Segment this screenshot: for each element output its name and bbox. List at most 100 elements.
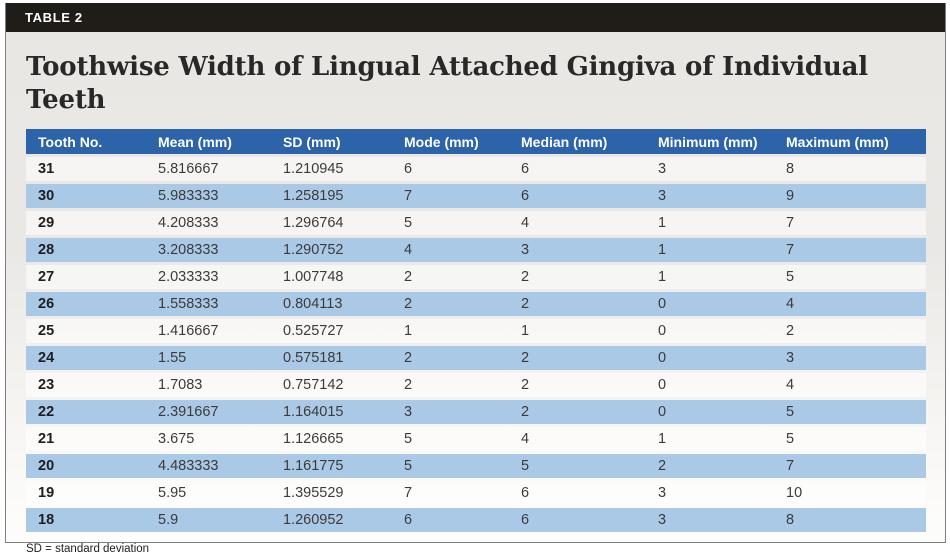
column-header: Mean (mm) bbox=[158, 133, 232, 150]
table-row: 19 5.95 1.395529 7 6 3 10 bbox=[26, 481, 926, 505]
table-cell: 0 bbox=[658, 323, 667, 339]
table-cell: 2 bbox=[786, 323, 795, 339]
table-cell: 0.757142 bbox=[283, 377, 344, 393]
table-cell: 0 bbox=[658, 377, 667, 393]
table-cell: 7 bbox=[786, 458, 795, 474]
table-cell: 3 bbox=[658, 485, 667, 501]
table-cell: 2 bbox=[521, 404, 530, 420]
table-cell: 1.164015 bbox=[283, 404, 344, 420]
tooth-number-cell: 24 bbox=[38, 350, 55, 366]
table-row: 18 5.9 1.260952 6 6 3 8 bbox=[26, 508, 926, 532]
table-row: 31 5.816667 1.210945 6 6 3 8 bbox=[26, 157, 926, 181]
table-content: Toothwise Width of Lingual Attached Ging… bbox=[6, 51, 945, 555]
table-row: 20 4.483333 1.161775 5 5 2 7 bbox=[26, 454, 926, 478]
table-cell: 1.416667 bbox=[158, 323, 219, 339]
table-cell: 5 bbox=[404, 458, 413, 474]
table-cell: 2 bbox=[404, 296, 413, 312]
table-cell: 0.575181 bbox=[283, 350, 344, 366]
table-cell: 5.9 bbox=[158, 512, 179, 528]
column-header: Maximum (mm) bbox=[786, 133, 889, 150]
table-cell: 3 bbox=[658, 161, 667, 177]
table-cell: 4.483333 bbox=[158, 458, 219, 474]
table-cell: 3 bbox=[658, 512, 667, 528]
table-cell: 4 bbox=[521, 431, 530, 447]
table-cell: 2 bbox=[404, 377, 413, 393]
table-cell: 1.55 bbox=[158, 350, 187, 366]
tooth-number-cell: 30 bbox=[38, 188, 55, 204]
table-cell: 2 bbox=[521, 377, 530, 393]
column-header: Tooth No. bbox=[38, 133, 103, 150]
table-row: 30 5.983333 1.258195 7 6 3 9 bbox=[26, 184, 926, 208]
table-cell: 1 bbox=[404, 323, 413, 339]
table-cell: 1 bbox=[658, 431, 667, 447]
tooth-number-cell: 31 bbox=[38, 161, 55, 177]
table-cell: 2.033333 bbox=[158, 269, 219, 285]
table-body: 31 5.816667 1.210945 6 6 3 8 30 5.983333 1.258195… bbox=[26, 157, 926, 532]
table-cell: 2 bbox=[521, 269, 530, 285]
table-cell: 0.804113 bbox=[283, 296, 343, 312]
table-cell: 1 bbox=[658, 215, 667, 231]
table-cell: 2 bbox=[521, 296, 530, 312]
column-header: SD (mm) bbox=[283, 133, 341, 150]
tooth-number-cell: 22 bbox=[38, 404, 55, 420]
table-cell: 2 bbox=[658, 458, 667, 474]
tooth-number-cell: 19 bbox=[38, 485, 55, 501]
table-row: 22 2.391667 1.164015 3 2 0 5 bbox=[26, 400, 926, 424]
table-cell: 4 bbox=[786, 377, 795, 393]
table-cell: 5 bbox=[404, 431, 413, 447]
table-cell: 3 bbox=[521, 242, 530, 258]
table-cell: 4 bbox=[404, 242, 413, 258]
table-cell: 6 bbox=[521, 512, 530, 528]
table-cell: 5 bbox=[521, 458, 530, 474]
tooth-number-cell: 20 bbox=[38, 458, 55, 474]
table-card: TABLE 2 Toothwise Width of Lingual Attac… bbox=[5, 3, 946, 555]
table-cell: 1.126665 bbox=[283, 431, 344, 447]
table-cell: 2 bbox=[404, 269, 413, 285]
column-header: Minimum (mm) bbox=[658, 133, 758, 150]
table-cell: 5 bbox=[786, 269, 795, 285]
table-cell: 4 bbox=[786, 296, 795, 312]
tooth-number-cell: 25 bbox=[38, 323, 55, 339]
table-label-bar: TABLE 2 bbox=[6, 3, 945, 32]
table-cell: 5.983333 bbox=[158, 188, 219, 204]
table-row: 29 4.208333 1.296764 5 4 1 7 bbox=[26, 211, 926, 235]
table-cell: 2 bbox=[521, 350, 530, 366]
table-cell: 1.558333 bbox=[158, 296, 219, 312]
table-cell: 2.391667 bbox=[158, 404, 219, 420]
tooth-number-cell: 26 bbox=[38, 296, 55, 312]
table-cell: 6 bbox=[521, 188, 530, 204]
table-row: 23 1.7083 0.757142 2 2 0 4 bbox=[26, 373, 926, 397]
table-cell: 7 bbox=[404, 485, 413, 501]
table-cell: 1.007748 bbox=[283, 269, 344, 285]
table-cell: 0 bbox=[658, 296, 667, 312]
table-cell: 3 bbox=[658, 188, 667, 204]
table-cell: 10 bbox=[786, 485, 803, 501]
column-header: Mode (mm) bbox=[404, 133, 479, 150]
data-table: Tooth No. Mean (mm) SD (mm) Mode (mm) Median… bbox=[26, 126, 926, 535]
footnote: SD = standard deviation bbox=[26, 543, 150, 555]
table-cell: 5 bbox=[786, 431, 795, 447]
table-cell: 1 bbox=[658, 269, 667, 285]
table-cell: 7 bbox=[404, 188, 413, 204]
table-cell: 6 bbox=[521, 161, 530, 177]
table-cell: 4 bbox=[521, 215, 530, 231]
table-row: 28 3.208333 1.290752 4 3 1 7 bbox=[26, 238, 926, 262]
table-cell: 1 bbox=[658, 242, 667, 258]
table-row: 26 1.558333 0.804113 2 2 0 4 bbox=[26, 292, 926, 316]
column-header: Median (mm) bbox=[521, 133, 608, 150]
table-cell: 6 bbox=[404, 161, 413, 177]
table-cell: 1.290752 bbox=[283, 242, 344, 258]
table-row: 21 3.675 1.126665 5 4 1 5 bbox=[26, 427, 926, 451]
table-cell: 1.395529 bbox=[283, 485, 344, 501]
table-cell: 1 bbox=[521, 323, 530, 339]
table-cell: 7 bbox=[786, 215, 795, 231]
table-cell: 3 bbox=[786, 350, 795, 366]
table-row: 24 1.55 0.575181 2 2 0 3 bbox=[26, 346, 926, 370]
tooth-number-cell: 23 bbox=[38, 377, 55, 393]
table-cell: 8 bbox=[786, 512, 795, 528]
table-cell: 2 bbox=[404, 350, 413, 366]
table-cell: 3 bbox=[404, 404, 413, 420]
table-cell: 0 bbox=[658, 350, 667, 366]
table-cell: 1.210945 bbox=[283, 161, 344, 177]
tooth-number-cell: 21 bbox=[38, 431, 55, 447]
